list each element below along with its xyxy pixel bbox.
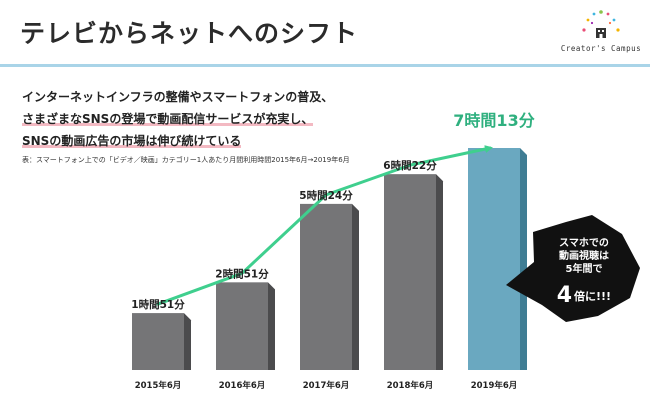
intro-line-1: インターネットインフラの整備やスマートフォンの普及、 [22,90,334,104]
data-label: 7時間13分 [453,111,534,130]
data-label: 2時間51分 [215,267,269,280]
bar [468,148,520,370]
callout-line-2: 動画視聴は [559,249,609,262]
bar [300,203,352,370]
callout-shape [506,215,640,322]
bar [132,313,184,370]
bar-side [520,148,527,370]
x-tick-label: 2015年6月 [135,380,182,391]
intro-line-3-text: SNSの動画広告の市場は伸び続けている [22,134,242,148]
data-label: 6時間22分 [383,159,437,172]
callout-line-1: スマホでの [559,237,609,249]
x-tick-label: 2016年6月 [219,380,266,391]
logo-icon [582,10,620,38]
x-tick-label: 2019年6月 [471,380,518,391]
labels-layer: 1時間51分 2015年6月 2時間51分 2016年6月 5時間24分 2017年6月 6… [131,111,534,391]
bar-side [436,174,443,370]
trend-line [156,145,493,306]
bar [384,174,436,370]
intro-line-2: さまざまなSNSの登場で動画配信サービスが充実し、 [22,108,350,130]
data-label: 5時間24分 [299,189,353,202]
callout-line-3: 5年間で [566,262,603,275]
bar [216,282,268,370]
page-title: テレビからネットへのシフト [20,19,359,48]
callout-bubble: スマホでの 動画視聴は 5年間で 4 倍に!!! [506,215,640,322]
x-tick-label: 2017年6月 [303,380,350,391]
callout-big-number: 4 [557,283,572,308]
logo-text: Creator's Campus [560,44,642,53]
x-tick-label: 2018年6月 [387,380,434,391]
header: テレビからネットへのシフト Creator's Campus [0,0,650,64]
data-label: 1時間51分 [131,298,185,311]
header-divider [0,64,650,67]
bar-side [268,282,275,370]
chart-note: 表：スマートフォン上での「ビデオ／映画」カテゴリー1人あたり月間利用時間2015… [22,156,350,164]
intro-line-3: SNSの動画広告の市場は伸び続けている [22,130,350,152]
intro-line-2-text: さまざまなSNSの登場で動画配信サービスが充実し、 [22,112,314,126]
bar-side [352,203,359,370]
creators-campus-logo: Creator's Campus [556,8,646,60]
bar-side [184,313,191,370]
bars-layer [132,148,527,370]
intro-text: インターネットインフラの整備やスマートフォンの普及、 さまざまなSNSの登場で動… [22,86,350,165]
callout-line-4: 倍に!!! [574,289,611,303]
